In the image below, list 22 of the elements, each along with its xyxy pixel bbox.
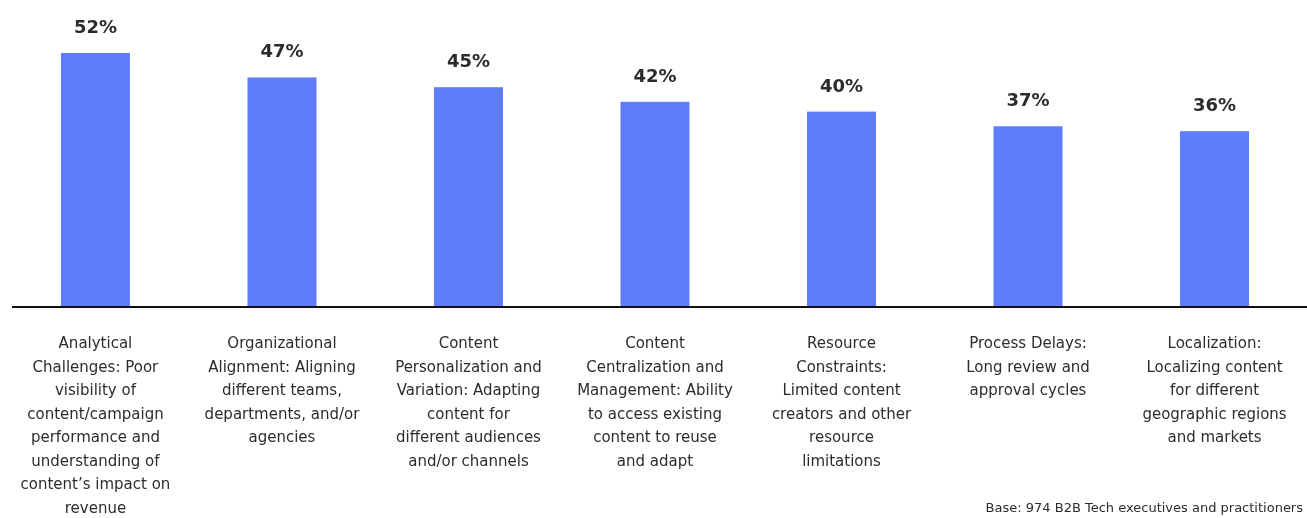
data-label: 45% bbox=[446, 50, 491, 72]
bar bbox=[60, 53, 130, 307]
data-label: 42% bbox=[633, 64, 677, 86]
data-label: 52% bbox=[73, 16, 118, 37]
data-label: 36% bbox=[1192, 94, 1237, 116]
bar bbox=[620, 101, 690, 307]
x-tick-label: Content Centralization and Management: Ability to access existing content to reuse and adapt bbox=[577, 334, 733, 470]
x-tick-label: Content Personalization and Variation: Adapting content for different audiences and/or channels bbox=[395, 334, 542, 470]
x-tick-label: Analytical Challenges: Poor visibility of content/campaign performance and understanding of content’s impact on revenue bbox=[20, 334, 171, 517]
data-label: 47% bbox=[260, 40, 304, 62]
data-label: 40% bbox=[819, 74, 864, 96]
bar bbox=[433, 87, 503, 307]
x-tick-label: Resource Constraints: Limited content creators and other resource limitations bbox=[771, 334, 912, 470]
bar bbox=[1180, 131, 1250, 307]
bar bbox=[807, 111, 877, 307]
bar bbox=[993, 126, 1063, 307]
x-tick-label: Organizational Alignment: Aligning different teams, departments, and/or agencies bbox=[204, 334, 361, 446]
bar bbox=[247, 77, 317, 307]
data-label: 37% bbox=[1006, 89, 1050, 111]
x-tick-label: Localization: Localizing content for different geographic regions and markets bbox=[1142, 334, 1287, 446]
text: Base: 974 B2B Tech executives and practitioners bbox=[985, 500, 1304, 515]
x-tick-label: Process Delays: Long review and approval cycles bbox=[966, 334, 1090, 399]
